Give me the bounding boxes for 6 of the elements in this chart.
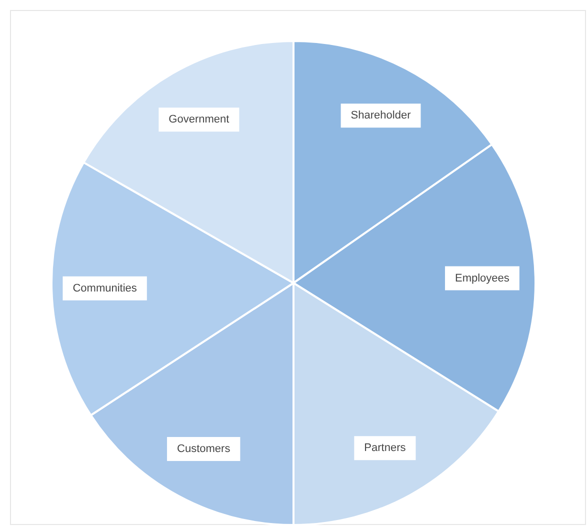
slice-label: Customers	[177, 443, 231, 456]
slice-label: Communities	[72, 282, 138, 294]
slice-label: Shareholder	[350, 110, 412, 122]
slice-label: Government	[168, 114, 230, 126]
slice-label: Partners	[364, 442, 406, 454]
slice-label: Employees	[454, 272, 510, 284]
